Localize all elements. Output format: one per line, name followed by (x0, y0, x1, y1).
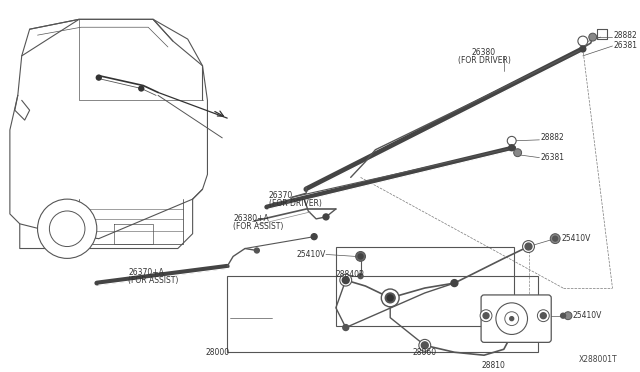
Circle shape (550, 234, 560, 244)
Circle shape (323, 214, 329, 220)
Circle shape (540, 313, 547, 319)
Circle shape (381, 289, 399, 307)
Text: 25410V: 25410V (296, 250, 326, 259)
Circle shape (505, 312, 518, 326)
Text: 28882: 28882 (540, 134, 564, 142)
Text: 25410V: 25410V (573, 311, 602, 320)
Circle shape (480, 310, 492, 322)
Circle shape (387, 295, 393, 301)
Circle shape (523, 241, 534, 253)
Text: (FOR DRIVER): (FOR DRIVER) (269, 199, 321, 208)
Circle shape (139, 86, 144, 91)
Text: 28000: 28000 (205, 348, 229, 357)
Circle shape (578, 36, 588, 46)
Text: (FOR ASSIST): (FOR ASSIST) (129, 276, 179, 285)
Text: 28840P: 28840P (336, 270, 365, 279)
Text: 28060: 28060 (413, 348, 437, 357)
Text: (FOR ASSIST): (FOR ASSIST) (233, 222, 284, 231)
Circle shape (356, 251, 365, 262)
Circle shape (525, 243, 532, 250)
Circle shape (358, 274, 363, 279)
Circle shape (49, 211, 85, 247)
Text: 26370+A: 26370+A (129, 268, 164, 277)
Circle shape (340, 274, 351, 286)
Circle shape (589, 33, 596, 41)
Circle shape (421, 342, 428, 349)
Circle shape (385, 293, 395, 303)
Circle shape (358, 254, 363, 259)
Text: 26380: 26380 (472, 48, 496, 57)
Text: 26381: 26381 (540, 153, 564, 162)
Text: 25410V: 25410V (561, 234, 591, 243)
Text: 26380+A: 26380+A (233, 214, 269, 223)
Circle shape (564, 312, 572, 320)
Bar (336, 247, 514, 326)
Circle shape (553, 236, 557, 241)
Text: 26381: 26381 (614, 41, 637, 49)
Circle shape (311, 234, 317, 240)
Text: (FOR DRIVER): (FOR DRIVER) (458, 56, 511, 65)
Circle shape (451, 280, 458, 286)
Circle shape (343, 325, 349, 330)
Circle shape (483, 313, 489, 319)
Circle shape (496, 303, 527, 334)
FancyBboxPatch shape (481, 295, 551, 342)
Circle shape (38, 199, 97, 259)
Circle shape (342, 277, 349, 283)
Circle shape (254, 248, 259, 253)
Circle shape (538, 310, 549, 322)
Text: 28810: 28810 (482, 360, 506, 369)
Text: X288001T: X288001T (579, 355, 618, 364)
Circle shape (580, 46, 586, 52)
Bar (227, 276, 538, 352)
Circle shape (561, 313, 566, 318)
Circle shape (508, 137, 516, 145)
Circle shape (509, 317, 514, 321)
Text: 26370: 26370 (269, 191, 293, 200)
Circle shape (419, 339, 431, 351)
Circle shape (509, 145, 515, 151)
Circle shape (514, 149, 522, 157)
Circle shape (96, 75, 101, 80)
Text: 28882: 28882 (614, 31, 637, 40)
